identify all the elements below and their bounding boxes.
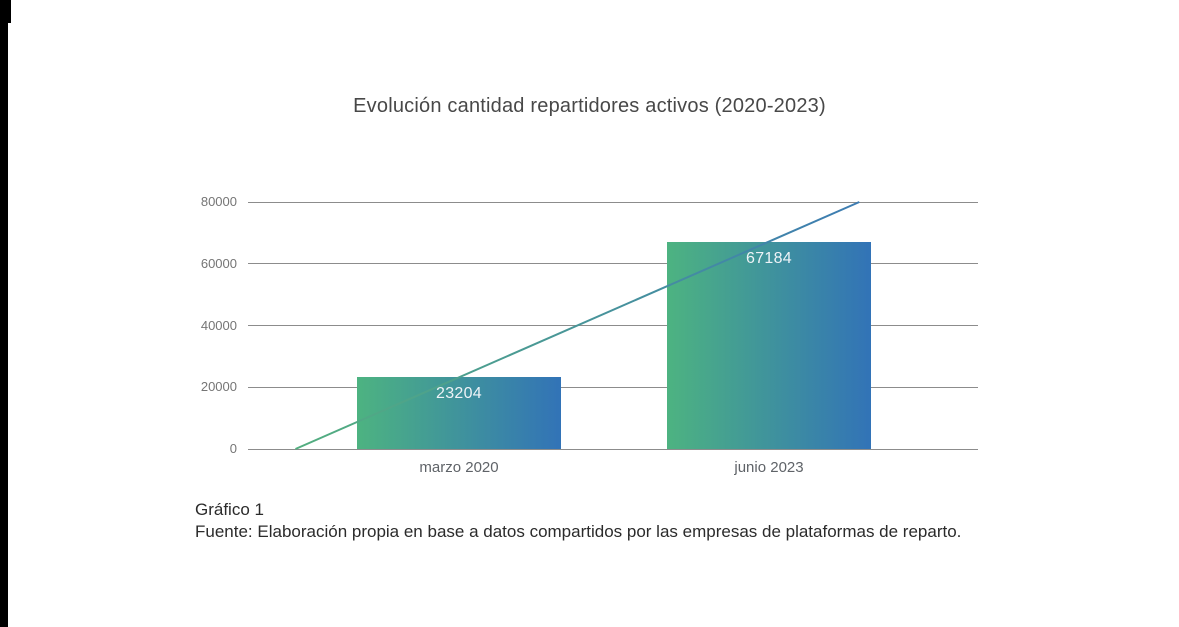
bar-value-label-marzo-2020: 23204 — [436, 385, 482, 403]
y-axis-tick-label-20000: 20000 — [200, 379, 237, 395]
bar-value-label-junio-2023: 67184 — [746, 249, 792, 267]
left-letterbox-bar — [0, 0, 8, 627]
gridline-y-0 — [248, 448, 978, 450]
bar-junio-2023: 67184 — [667, 241, 871, 449]
bar-marzo-2020: 23204 — [357, 377, 561, 449]
left-letterbox-corner — [0, 0, 11, 23]
caption-figure-label: Gráfico 1 — [195, 500, 264, 519]
x-axis-category-label-marzo-2020: marzo 2020 — [419, 459, 499, 476]
gridline-y-60000 — [248, 263, 978, 265]
gridline-y-20000 — [248, 386, 978, 388]
y-axis-tick-label-60000: 60000 — [200, 255, 237, 271]
y-axis-tick-label-80000: 80000 — [200, 194, 237, 209]
trendline-svg — [295, 201, 860, 450]
plot-area: 23204 67184 — [248, 201, 978, 450]
y-axis-tick-label-40000: 40000 — [200, 317, 237, 333]
gridline-y-40000 — [248, 325, 978, 326]
chart-title: Evolución cantidad repartidores activos … — [353, 95, 826, 117]
x-axis-category-label-junio-2023: junio 2023 — [734, 459, 804, 476]
gridline-y-80000 — [248, 201, 978, 203]
y-axis-tick-label-0: 0 — [229, 441, 237, 456]
chart-caption: Gráfico 1 Fuente: Elaboración propia en … — [195, 499, 995, 543]
trendline — [295, 201, 860, 450]
caption-source-text: Fuente: Elaboración propia en base a dat… — [195, 522, 962, 541]
